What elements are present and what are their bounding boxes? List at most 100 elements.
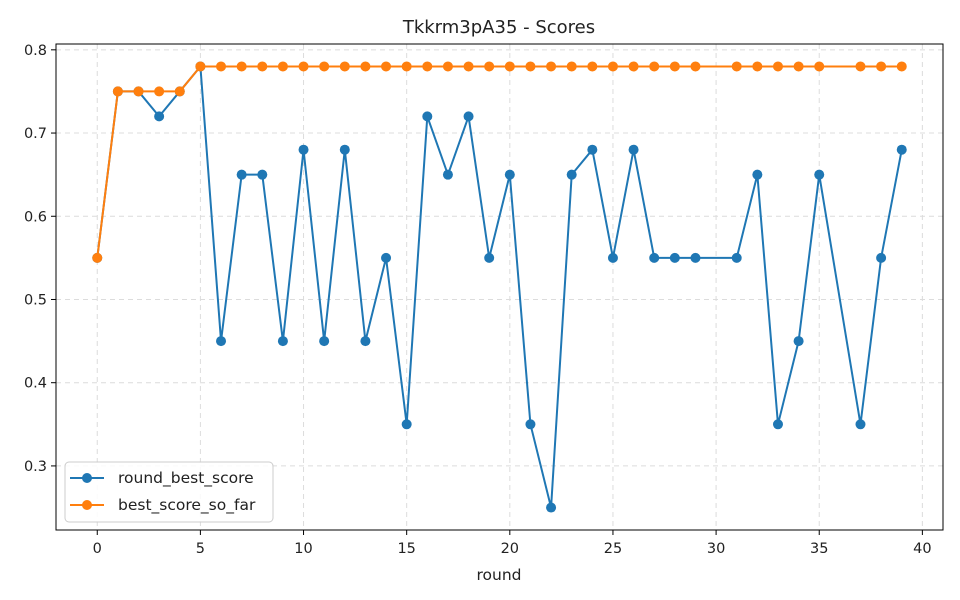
data-point-round-best-score: [401, 419, 412, 430]
data-point-round-best-score: [504, 169, 515, 180]
x-tick-label: 5: [196, 541, 205, 557]
data-point-best-score-so-far: [381, 61, 392, 72]
data-point-best-score-so-far: [752, 61, 763, 72]
data-point-best-score-so-far: [360, 61, 371, 72]
data-point-round-best-score: [277, 336, 288, 347]
data-point-round-best-score: [216, 336, 227, 347]
data-point-round-best-score: [793, 336, 804, 347]
data-point-round-best-score: [422, 111, 433, 122]
legend-box: [64, 461, 274, 523]
data-point-round-best-score: [154, 111, 165, 122]
data-point-round-best-score: [298, 144, 309, 155]
data-point-best-score-so-far: [339, 61, 350, 72]
data-point-round-best-score: [628, 144, 639, 155]
series-line-best-score-so-far: [96, 65, 902, 258]
legend-label-round-best-score: round_best_score: [118, 469, 254, 488]
x-tick-label: 40: [913, 541, 931, 557]
x-tick-label: 20: [501, 541, 519, 557]
axis-ticks: 0 5 10 15 20 25 30 35 40 0.3 0.4 0.5 0.6 0.7 0.8: [24, 43, 932, 557]
data-point-best-score-so-far: [298, 61, 309, 72]
data-point-best-score-so-far: [876, 61, 887, 72]
legend: round_best_score best_score_so_far: [64, 461, 274, 523]
data-point-round-best-score: [546, 502, 557, 513]
chart-title: Tkkrm3pA35 - Scores: [402, 17, 595, 38]
data-point-round-best-score: [566, 169, 577, 180]
data-point-round-best-score: [690, 252, 701, 263]
data-point-best-score-so-far: [112, 86, 123, 97]
data-point-best-score-so-far: [442, 61, 453, 72]
data-point-best-score-so-far: [566, 61, 577, 72]
data-point-round-best-score: [587, 144, 598, 155]
data-point-round-best-score: [236, 169, 247, 180]
data-point-round-best-score: [484, 252, 495, 263]
data-point-round-best-score: [896, 144, 907, 155]
data-point-round-best-score: [814, 169, 825, 180]
x-axis-label: round: [476, 566, 521, 584]
data-point-best-score-so-far: [504, 61, 515, 72]
data-point-best-score-so-far: [772, 61, 783, 72]
data-point-best-score-so-far: [669, 61, 680, 72]
grid: [56, 44, 943, 530]
data-point-round-best-score: [876, 252, 887, 263]
data-point-round-best-score: [772, 419, 783, 430]
data-point-round-best-score: [319, 336, 330, 347]
data-point-round-best-score: [607, 252, 618, 263]
legend-marker-round-best-score: [82, 473, 92, 483]
y-tick-label: 0.7: [24, 126, 47, 142]
data-point-round-best-score: [731, 252, 742, 263]
data-point-best-score-so-far: [525, 61, 536, 72]
data-point-best-score-so-far: [793, 61, 804, 72]
data-point-best-score-so-far: [855, 61, 866, 72]
x-tick-label: 15: [397, 541, 415, 557]
data-point-best-score-so-far: [607, 61, 618, 72]
data-point-best-score-so-far: [277, 61, 288, 72]
plot-frame: [55, 43, 944, 531]
data-point-best-score-so-far: [195, 61, 206, 72]
data-point-best-score-so-far: [896, 61, 907, 72]
data-point-best-score-so-far: [463, 61, 474, 72]
x-tick-label: 30: [707, 541, 725, 557]
data-point-round-best-score: [463, 111, 474, 122]
data-point-best-score-so-far: [319, 61, 330, 72]
x-tick-label: 25: [604, 541, 622, 557]
y-tick-label: 0.8: [24, 43, 47, 59]
data-point-round-best-score: [752, 169, 763, 180]
data-point-best-score-so-far: [546, 61, 557, 72]
legend-marker-best-score-so-far: [82, 500, 92, 510]
y-tick-label: 0.5: [24, 292, 47, 308]
data-point-best-score-so-far: [154, 86, 165, 97]
data-point-round-best-score: [442, 169, 453, 180]
data-point-round-best-score: [257, 169, 268, 180]
data-point-round-best-score: [381, 252, 392, 263]
series-line-round-best-score: [96, 65, 903, 509]
data-point-best-score-so-far: [731, 61, 742, 72]
data-point-best-score-so-far: [484, 61, 495, 72]
data-point-round-best-score: [339, 144, 350, 155]
data-point-round-best-score: [669, 252, 680, 263]
data-point-best-score-so-far: [401, 61, 412, 72]
x-tick-label: 10: [294, 541, 312, 557]
data-point-best-score-so-far: [133, 86, 144, 97]
data-point-round-best-score: [649, 252, 660, 263]
data-point-best-score-so-far: [690, 61, 701, 72]
data-point-best-score-so-far: [814, 61, 825, 72]
data-point-round-best-score: [855, 419, 866, 430]
data-point-best-score-so-far: [257, 61, 268, 72]
data-point-best-score-so-far: [628, 61, 639, 72]
data-point-best-score-so-far: [649, 61, 660, 72]
series-layer: [92, 61, 907, 513]
y-tick-label: 0.6: [24, 209, 47, 225]
data-point-round-best-score: [525, 419, 536, 430]
data-point-best-score-so-far: [216, 61, 227, 72]
data-point-best-score-so-far: [92, 252, 103, 263]
y-tick-label: 0.3: [24, 459, 47, 475]
x-tick-label: 0: [93, 541, 102, 557]
data-point-best-score-so-far: [587, 61, 598, 72]
x-tick-label: 35: [810, 541, 828, 557]
data-point-round-best-score: [360, 336, 371, 347]
legend-label-best-score-so-far: best_score_so_far: [118, 496, 256, 515]
data-point-best-score-so-far: [236, 61, 247, 72]
data-point-best-score-so-far: [422, 61, 433, 72]
y-tick-label: 0.4: [24, 376, 47, 392]
